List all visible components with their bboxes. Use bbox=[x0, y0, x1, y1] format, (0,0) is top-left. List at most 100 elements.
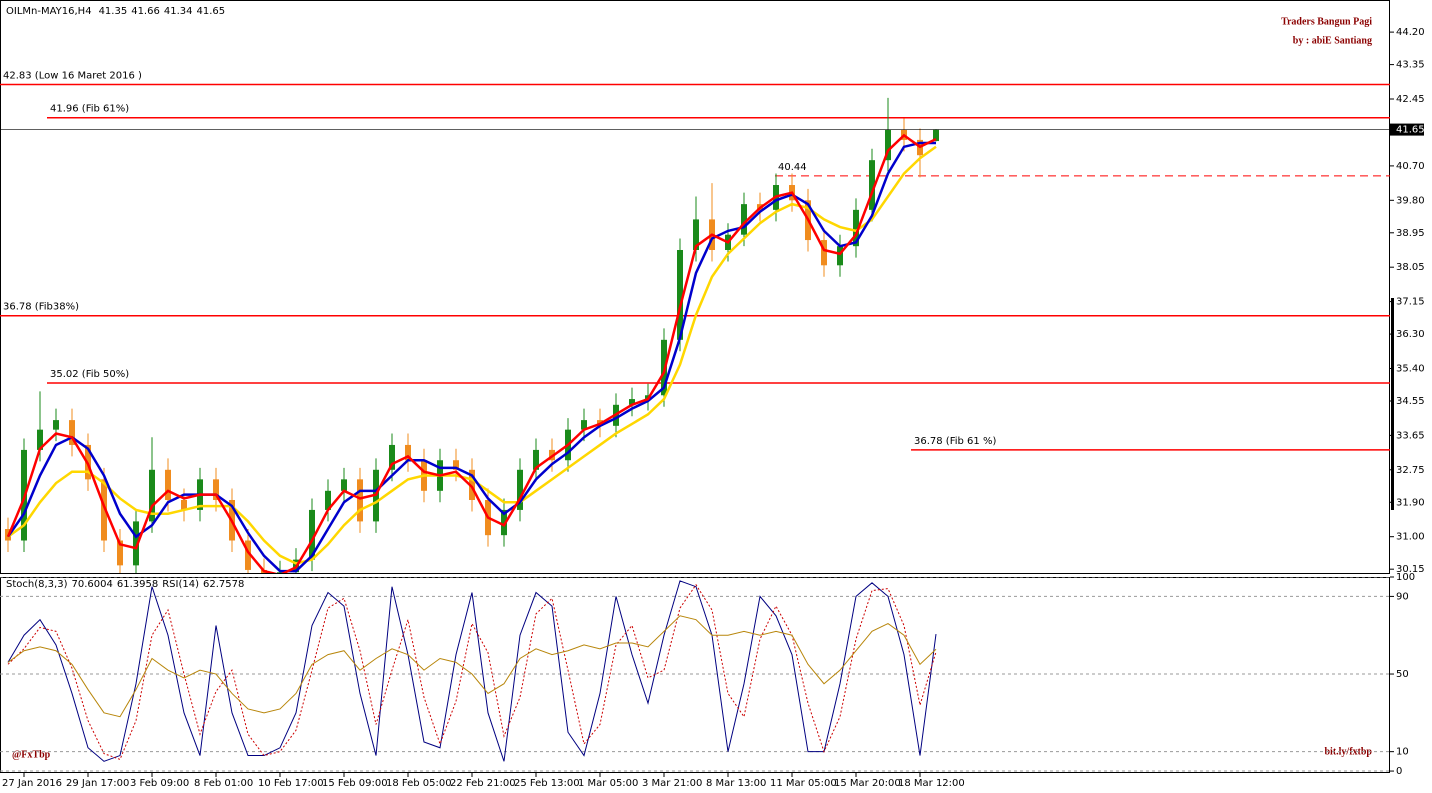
candle-body bbox=[245, 540, 251, 570]
series-line bbox=[6, 141, 936, 573]
candle-body bbox=[741, 204, 747, 235]
last-price-box bbox=[1390, 123, 1424, 136]
candle-body bbox=[165, 469, 171, 500]
candle-body bbox=[53, 420, 59, 430]
y-tick-label: 0 bbox=[1396, 766, 1402, 777]
y-tick-label: 39.80 bbox=[1396, 195, 1425, 206]
y-tick-label: 42.45 bbox=[1396, 94, 1425, 105]
sub-frame bbox=[0, 577, 1390, 773]
candle-body bbox=[69, 420, 75, 445]
candle-body bbox=[277, 572, 283, 573]
candle-body bbox=[501, 509, 507, 536]
rsi-name: RSI(14) bbox=[162, 579, 199, 590]
last-close: 41.65 bbox=[196, 6, 225, 17]
main-frame bbox=[0, 0, 1390, 574]
x-tick-label: 3 Mar 21:00 bbox=[642, 778, 702, 789]
indicator-plot bbox=[0, 577, 1390, 772]
x-tick-label: 3 Feb 09:00 bbox=[130, 778, 189, 789]
candle-body bbox=[389, 444, 395, 470]
y-tick-label: 38.05 bbox=[1396, 262, 1425, 273]
y-tick-label: 43.35 bbox=[1396, 60, 1425, 71]
y-tick-label: 35.40 bbox=[1396, 363, 1425, 374]
watermark-title: Traders Bangun Pagi bbox=[1281, 16, 1372, 27]
candle-body bbox=[117, 540, 123, 566]
x-tick-label: 15 Mar 20:00 bbox=[834, 778, 901, 789]
indicator-header: Stoch(8,3,3) 70.6004 61.3958 RSI(14) 62.7578 bbox=[6, 579, 244, 590]
y-tick-label: 40.70 bbox=[1396, 161, 1425, 172]
candle-body bbox=[101, 479, 107, 541]
series-line bbox=[7, 615, 937, 718]
y-tick-label: 33.65 bbox=[1396, 430, 1425, 441]
level-label: 36.78 (Fib 61 %) bbox=[914, 436, 996, 447]
y-tick-label: 32.75 bbox=[1396, 465, 1425, 476]
candle-body bbox=[149, 469, 155, 522]
watermark-link: bit.ly/fxtbp bbox=[1324, 746, 1372, 757]
stoch-value: 70.6004 bbox=[71, 579, 112, 590]
candle-body bbox=[357, 479, 363, 522]
y-tick-label: 100 bbox=[1396, 572, 1415, 583]
y-tick-label: 34.55 bbox=[1396, 396, 1425, 407]
axes: 30.15 31.00 31.90 32.75 33.65 34.55 35.40 36.30… bbox=[2, 27, 1425, 789]
y-tick-label: 38.95 bbox=[1396, 228, 1425, 239]
candle-body bbox=[693, 219, 699, 250]
symbol: OILMn-MAY16,H4 bbox=[6, 6, 92, 17]
y-tick-label: 31.90 bbox=[1396, 497, 1425, 508]
candle-body bbox=[933, 129, 939, 142]
candle-body bbox=[581, 420, 587, 430]
series-line bbox=[7, 580, 937, 762]
candle-body bbox=[517, 469, 523, 510]
x-tick-label: 18 Feb 05:00 bbox=[386, 778, 452, 789]
last-open: 41.35 bbox=[99, 6, 128, 17]
chart-header: OILMn-MAY16,H4 41.35 41.66 41.34 41.65 bbox=[6, 6, 225, 17]
candle-body bbox=[837, 246, 843, 266]
scroll-marker bbox=[1391, 298, 1394, 510]
x-tick-label: 18 Mar 12:00 bbox=[898, 778, 965, 789]
candle-body bbox=[533, 449, 539, 470]
x-tick-label: 22 Feb 21:00 bbox=[450, 778, 516, 789]
candle-body bbox=[853, 209, 859, 247]
watermark-handle: @FxTbp bbox=[12, 749, 51, 760]
level-label: 42.83 (Low 16 Maret 2016 ) bbox=[3, 70, 142, 81]
candle-body bbox=[453, 460, 459, 470]
candle-body bbox=[325, 490, 331, 510]
signal-value: 61.3958 bbox=[117, 579, 158, 590]
main-plot: 42.83 (Low 16 Maret 2016 ) 41.96 (Fib 61%… bbox=[0, 70, 1390, 573]
candle-body bbox=[37, 429, 43, 450]
candle-body bbox=[405, 444, 411, 461]
candle-body bbox=[181, 499, 187, 510]
level-label: 40.44 bbox=[778, 162, 807, 173]
candle-body bbox=[469, 469, 475, 500]
watermark-author: by : abiE Santiang bbox=[1293, 35, 1372, 46]
candle-body bbox=[629, 399, 635, 405]
x-tick-label: 1 Mar 05:00 bbox=[578, 778, 638, 789]
x-tick-label: 25 Feb 13:00 bbox=[514, 778, 580, 789]
x-tick-label: 8 Feb 01:00 bbox=[194, 778, 253, 789]
y-tick-label: 37.15 bbox=[1396, 297, 1425, 308]
rsi-value: 62.7578 bbox=[203, 579, 244, 590]
candle-body bbox=[213, 479, 219, 500]
x-tick-label: 11 Mar 05:00 bbox=[770, 778, 837, 789]
series-line bbox=[7, 145, 937, 565]
y-tick-label: 36.30 bbox=[1396, 329, 1425, 340]
candle-body bbox=[885, 129, 891, 161]
candle-body bbox=[133, 521, 139, 566]
y-tick-label: 30.15 bbox=[1396, 564, 1425, 575]
series-line bbox=[6, 133, 937, 573]
series-line bbox=[7, 583, 937, 761]
candle-body bbox=[341, 479, 347, 491]
y-tick-label: 90 bbox=[1396, 591, 1409, 602]
y-tick-label: 50 bbox=[1396, 669, 1409, 680]
candle-body bbox=[869, 160, 875, 210]
y-tick-label: 44.20 bbox=[1396, 27, 1425, 38]
x-tick-label: 29 Jan 17:00 bbox=[66, 778, 129, 789]
y-tick-label: 31.00 bbox=[1396, 532, 1425, 543]
stoch-name: Stoch(8,3,3) bbox=[6, 579, 68, 590]
candle-body bbox=[821, 240, 827, 266]
last-price-label: 41.65 bbox=[1396, 125, 1425, 136]
x-tick-label: 27 Jan 2016 bbox=[2, 778, 62, 789]
level-label: 41.96 (Fib 61%) bbox=[50, 104, 129, 115]
candle-body bbox=[309, 509, 315, 560]
x-tick-label: 8 Mar 13:00 bbox=[706, 778, 766, 789]
level-label: 35.02 (Fib 50%) bbox=[50, 369, 129, 380]
